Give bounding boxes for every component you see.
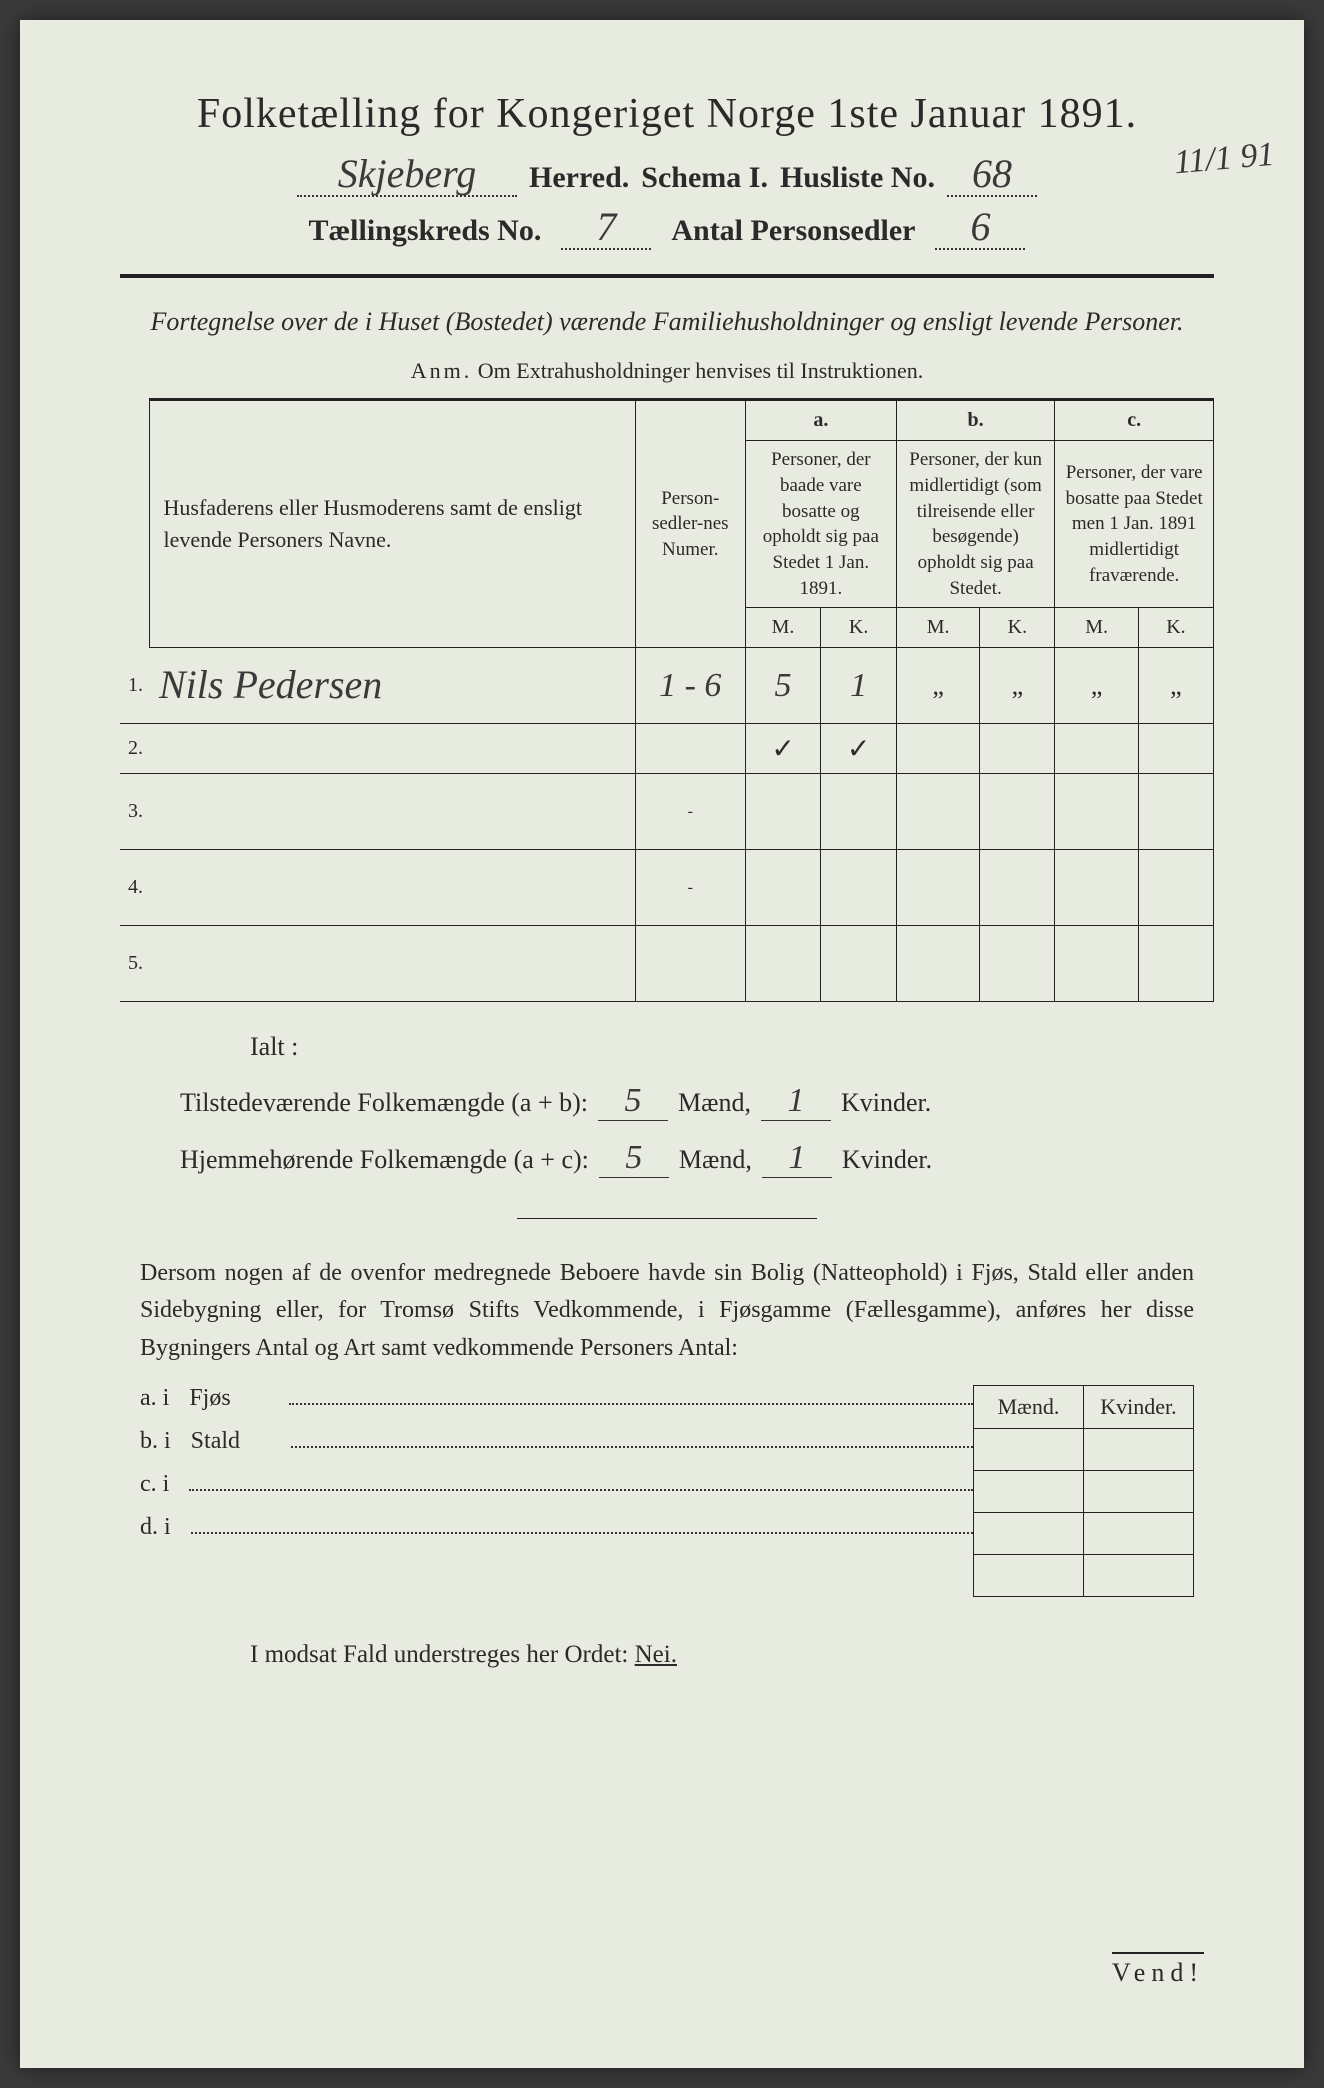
pop-value: 1 <box>787 1082 804 1119</box>
husliste-value: 68 <box>972 151 1012 196</box>
cell-value: 5 <box>775 667 792 704</box>
mk-header: M. <box>896 608 979 648</box>
main-table: Husfaderens eller Husmoderens samt de en… <box>120 398 1214 1002</box>
cell-value: „ <box>1012 671 1024 700</box>
mk-header: K. <box>1138 608 1213 648</box>
col-b-head: b. <box>896 400 1054 441</box>
paragraph: Dersom nogen af de ovenfor medregnede Be… <box>120 1255 1214 1367</box>
census-form-page: Folketælling for Kongeriget Norge 1ste J… <box>20 20 1304 2068</box>
col-names: Husfaderens eller Husmoderens samt de en… <box>149 400 635 648</box>
pop-value: 5 <box>625 1082 642 1119</box>
col-b-text: Personer, der kun midlertidigt (som tilr… <box>896 441 1054 608</box>
mk-header: K. <box>980 608 1055 648</box>
header-row-1: Skjeberg Herred. Schema I. Husliste No. … <box>120 158 1214 197</box>
col-c-text: Personer, der vare bosatte paa Stedet me… <box>1055 441 1214 608</box>
cell-value: ✓ <box>847 733 870 764</box>
anm-label: Anm. <box>411 358 473 383</box>
kreds-value: 7 <box>596 204 616 249</box>
mk-header: M. <box>745 608 821 648</box>
antal-value: 6 <box>970 204 990 249</box>
cell-value: „ <box>1091 671 1103 700</box>
cell-value: „ <box>932 671 944 700</box>
divider-thin <box>517 1218 817 1219</box>
mk-head: Kvinder. <box>1084 1385 1194 1428</box>
husliste-label: Husliste No. <box>780 161 935 195</box>
cell-value: „ <box>1170 671 1182 700</box>
cell-value: 1 <box>850 667 867 704</box>
person-name: Nils Pedersen <box>159 662 382 707</box>
cell-value: - <box>635 850 745 926</box>
anm-line: Anm. Om Extrahusholdninger henvises til … <box>120 358 1214 384</box>
bygning-mk-table: Mænd.Kvinder. <box>973 1385 1194 1597</box>
bygning-lines: a. iFjøs b. iStald c. i d. i <box>140 1385 973 1597</box>
mk-head: Mænd. <box>974 1385 1084 1428</box>
schema-label: Schema I. <box>641 161 768 195</box>
pop-value: 1 <box>788 1139 805 1176</box>
table-row: 1. Nils Pedersen 1 - 6 5 1 „ „ „ „ <box>120 648 1214 724</box>
page-title: Folketælling for Kongeriget Norge 1ste J… <box>120 90 1214 138</box>
col-a-text: Personer, der baade vare bosatte og opho… <box>745 441 896 608</box>
cell-value: - <box>635 774 745 850</box>
cell-value: 1 - 6 <box>659 667 721 704</box>
col-c-head: c. <box>1055 400 1214 441</box>
table-row: 3. - <box>120 774 1214 850</box>
hjemme-line: Hjemmehørende Folkemængde (a + c): 5 Mæn… <box>180 1139 1214 1178</box>
nei-word: Nei. <box>635 1641 677 1668</box>
bygning-block: a. iFjøs b. iStald c. i d. i Mænd.Kvinde… <box>120 1385 1214 1597</box>
mk-header: K. <box>821 608 897 648</box>
header-row-2: Tællingskreds No. 7 Antal Personsedler 6 <box>120 211 1214 250</box>
mk-header: M. <box>1055 608 1139 648</box>
pop-value: 5 <box>625 1139 642 1176</box>
nei-line: I modsat Fald understreges her Ordet: Ne… <box>250 1641 1214 1669</box>
table-row: 5. <box>120 926 1214 1002</box>
kreds-label: Tællingskreds No. <box>309 214 542 248</box>
antal-label: Antal Personsedler <box>671 214 915 248</box>
tilstede-line: Tilstedeværende Folkemængde (a + b): 5 M… <box>180 1082 1214 1121</box>
margin-date: 11/1 91 <box>1172 136 1275 183</box>
cell-value: ✓ <box>771 733 794 764</box>
col-numer: Person-sedler-nes Numer. <box>635 400 745 648</box>
herred-value: Skjeberg <box>338 151 476 196</box>
col-a-head: a. <box>745 400 896 441</box>
table-row: 2. ✓ ✓ <box>120 724 1214 774</box>
herred-label: Herred. <box>529 161 629 195</box>
divider-thick <box>120 274 1214 278</box>
table-row: 4. - <box>120 850 1214 926</box>
ialt-label: Ialt : <box>250 1032 1214 1062</box>
vend-label: Vend! <box>1112 1952 1204 1988</box>
subtitle: Fortegnelse over de i Huset (Bostedet) v… <box>120 304 1214 340</box>
anm-text: Om Extrahusholdninger henvises til Instr… <box>478 358 923 383</box>
